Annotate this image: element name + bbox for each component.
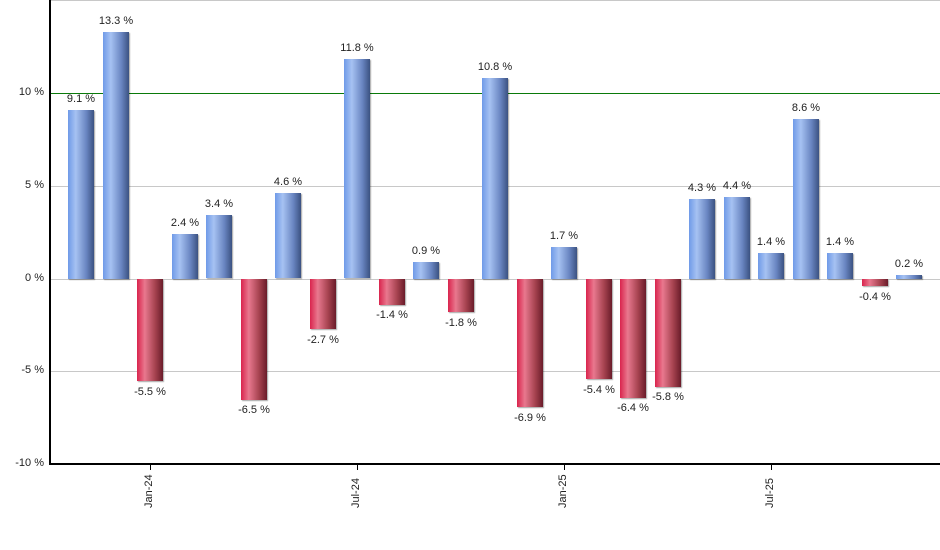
y-tick-label: 5 % — [25, 179, 44, 191]
bar-jul-25 — [758, 253, 784, 279]
bar-jul-24 — [344, 59, 370, 278]
gridline — [50, 279, 940, 280]
bar-value-label: 10.8 % — [477, 61, 513, 73]
bar-value-label: 1.4 % — [756, 236, 786, 248]
bar-oct-25 — [862, 279, 888, 286]
bar-jan-25 — [551, 247, 577, 279]
bar-nov-24 — [482, 78, 508, 279]
bar-value-label: -6.5 % — [238, 404, 270, 416]
bar-value-label: 1.7 % — [549, 230, 579, 242]
x-axis — [49, 463, 940, 465]
bar-value-label: 2.4 % — [170, 217, 200, 229]
bar-value-label: 4.4 % — [722, 180, 752, 192]
bar-value-label: 3.4 % — [204, 198, 234, 210]
bar-value-label: -5.4 % — [583, 384, 615, 396]
x-tick-label: Jan-24 — [143, 474, 155, 508]
bar-nov-23 — [68, 110, 94, 279]
bar-value-label: -0.4 % — [859, 291, 891, 303]
y-tick-label: -5 % — [21, 364, 44, 376]
x-tick-label: Jan-25 — [557, 474, 569, 508]
bar-value-label: -2.7 % — [307, 334, 339, 346]
bar-jun-25 — [724, 197, 750, 279]
y-tick-label: -10 % — [15, 457, 44, 469]
bar-aug-25 — [793, 119, 819, 279]
gridline — [50, 371, 940, 372]
bar-value-label: 4.6 % — [273, 176, 303, 188]
bar-value-label: -1.4 % — [376, 309, 408, 321]
bar-value-label: 8.6 % — [791, 102, 821, 114]
bar-mar-25 — [620, 279, 646, 398]
bar-value-label: 9.1 % — [66, 93, 96, 105]
x-tick-mark — [150, 465, 151, 470]
bar-dec-23 — [103, 32, 129, 279]
gridline-top — [50, 0, 940, 1]
bar-jan-24 — [137, 279, 163, 381]
x-tick-label: Jul-25 — [764, 478, 776, 508]
bar-may-24 — [275, 193, 301, 278]
bar-sep-24 — [413, 262, 439, 279]
bar-value-label: -1.8 % — [445, 317, 477, 329]
bar-value-label: 4.3 % — [687, 182, 717, 194]
bar-value-label: -6.9 % — [514, 412, 546, 424]
bar-apr-25 — [655, 279, 681, 387]
bar-value-label: 0.9 % — [411, 245, 441, 257]
bar-value-label: -5.8 % — [652, 391, 684, 403]
y-axis — [49, 0, 51, 465]
bar-feb-24 — [172, 234, 198, 279]
bar-nov-25 — [896, 275, 922, 279]
bar-value-label: 1.4 % — [825, 236, 855, 248]
bar-apr-24 — [241, 279, 267, 400]
bar-value-label: -5.5 % — [134, 386, 166, 398]
bar-value-label: 0.2 % — [894, 258, 924, 270]
bar-value-label: 13.3 % — [98, 15, 134, 27]
bar-may-25 — [689, 199, 715, 279]
bar-dec-24 — [517, 279, 543, 407]
bar-sep-25 — [827, 253, 853, 279]
bar-jun-24 — [310, 279, 336, 329]
y-tick-label: 10 % — [18, 86, 44, 98]
bar-oct-24 — [448, 279, 474, 312]
bar-value-label: 11.8 % — [340, 42, 374, 54]
y-tick-label: 0 % — [25, 272, 44, 284]
x-tick-mark — [564, 465, 565, 470]
x-tick-mark — [771, 465, 772, 470]
bar-aug-24 — [379, 279, 405, 305]
bar-value-label: -6.4 % — [617, 402, 649, 414]
bar-mar-24 — [206, 215, 232, 278]
bar-feb-25 — [586, 279, 612, 379]
x-tick-mark — [357, 465, 358, 470]
x-tick-label: Jul-24 — [350, 478, 362, 508]
